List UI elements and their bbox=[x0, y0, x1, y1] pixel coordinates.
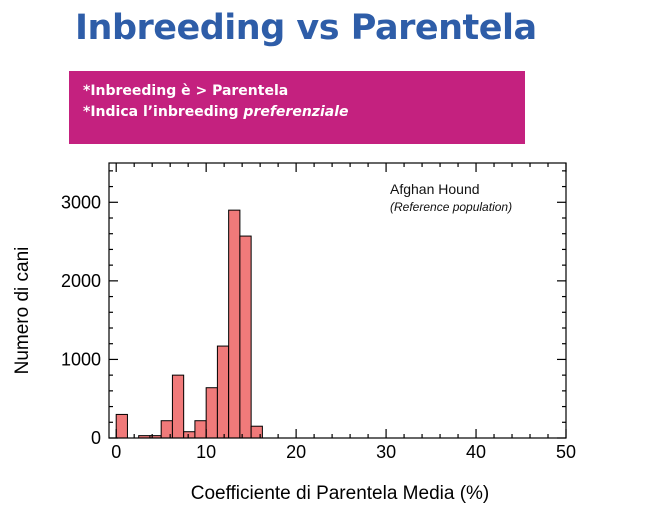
histogram-bar-5 bbox=[171, 374, 185, 439]
y-axis-label: Numero di cani bbox=[12, 247, 33, 375]
chart-annotation: Afghan Hound bbox=[390, 181, 480, 197]
plot-frame bbox=[108, 162, 567, 439]
histogram-chart: 0 10 20 30 40 50 0 1000 2000 3000 Afghan Hound (R… bbox=[12, 162, 576, 504]
histogram-bar-0 bbox=[115, 413, 128, 439]
x-tick-label: 50 bbox=[556, 442, 576, 462]
y-tick-label: 0 bbox=[91, 428, 101, 448]
histogram-bar-6 bbox=[183, 431, 196, 439]
note-box: *Inbreeding è > Parentela *Indica l’inbr… bbox=[69, 71, 525, 144]
x-tick-label: 40 bbox=[466, 442, 486, 462]
x-tick-label: 0 bbox=[111, 442, 121, 462]
chart-annotation-subtitle: (Reference population) bbox=[390, 200, 512, 214]
y-tick-label: 1000 bbox=[61, 349, 101, 369]
note-line-2-text: *Indica l’inbreeding bbox=[83, 104, 244, 120]
histogram-bar-11 bbox=[239, 235, 252, 439]
page-title: Inbreeding vs Parentela bbox=[75, 8, 537, 48]
tick-labels: 0 10 20 30 40 50 0 1000 2000 3000 bbox=[61, 192, 576, 462]
histogram-bar-8 bbox=[205, 387, 218, 439]
x-axis-label: Coefficiente di Parentela Media (%) bbox=[191, 483, 490, 504]
y-tick-label: 3000 bbox=[61, 192, 101, 212]
histogram-bar-9 bbox=[216, 345, 230, 439]
histogram-bars bbox=[115, 209, 263, 439]
x-tick-label: 30 bbox=[376, 442, 396, 462]
note-line-1: *Inbreeding è > Parentela bbox=[83, 83, 289, 99]
histogram-bar-7 bbox=[194, 420, 207, 439]
histogram-bar-10 bbox=[228, 209, 241, 439]
note-line-2: *Indica l’inbreeding preferenziale bbox=[83, 102, 525, 123]
y-tick-label: 2000 bbox=[61, 271, 101, 291]
x-tick-label: 10 bbox=[196, 442, 216, 462]
note-line-2-emphasis: preferenziale bbox=[243, 104, 349, 120]
x-tick-label: 20 bbox=[286, 442, 306, 462]
